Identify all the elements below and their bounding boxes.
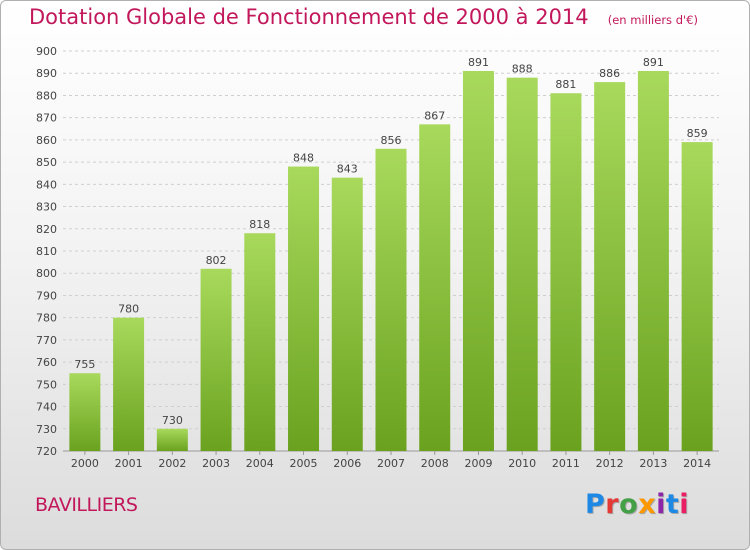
bar [637, 71, 669, 451]
y-axis-ticks: 720 730 740 750 760 770 780 790 800 810 820 830 840 8… [36, 45, 57, 458]
bars [69, 71, 713, 452]
municipality-name: BAVILLIERS [35, 494, 138, 516]
data-label: 730 [162, 414, 183, 427]
y-tick-label: 890 [36, 67, 57, 80]
x-tick-label: 2009 [464, 457, 492, 470]
bar [69, 373, 101, 451]
y-tick-label: 720 [36, 445, 57, 458]
y-tick-label: 820 [36, 223, 57, 236]
data-label: 881 [555, 78, 576, 91]
data-label: 848 [293, 152, 314, 165]
x-tick-label: 2003 [202, 457, 230, 470]
x-tick-label: 2014 [683, 457, 711, 470]
y-tick-label: 780 [36, 312, 57, 325]
data-label: 843 [337, 163, 358, 176]
proxiti-logo: Proxiti [585, 489, 690, 520]
data-label: 755 [74, 358, 95, 371]
y-tick-label: 860 [36, 134, 57, 147]
y-tick-label: 880 [36, 89, 57, 102]
x-tick-label: 2001 [115, 457, 143, 470]
data-label: 891 [643, 56, 664, 69]
bar [113, 317, 145, 451]
y-tick-label: 730 [36, 423, 57, 436]
data-label: 888 [512, 63, 533, 76]
y-tick-label: 770 [36, 334, 57, 347]
y-tick-label: 850 [36, 156, 57, 169]
data-label: 780 [118, 303, 139, 316]
x-tick-label: 2008 [421, 457, 449, 470]
data-label: 886 [599, 67, 620, 80]
bar [331, 177, 363, 451]
bar [462, 71, 494, 451]
y-tick-label: 810 [36, 245, 57, 258]
chart-subtitle: (en milliers d'€) [607, 13, 698, 27]
x-tick-label: 2000 [71, 457, 99, 470]
bar [288, 166, 320, 452]
y-tick-label: 830 [36, 201, 57, 214]
y-tick-label: 840 [36, 178, 57, 191]
y-tick-label: 750 [36, 378, 57, 391]
y-tick-label: 870 [36, 112, 57, 125]
bar [419, 124, 451, 451]
x-tick-label: 2006 [333, 457, 361, 470]
data-label: 856 [381, 134, 402, 147]
data-labels: 755 780 730 802 818 848 843 856 867 891 888 881 886 8… [74, 56, 707, 427]
x-tick-label: 2011 [552, 457, 580, 470]
chart-title: Dotation Globale de Fonctionnement de 20… [29, 5, 589, 29]
x-axis-ticks: 2000 2001 2002 2003 2004 2005 2006 2007 2008 2009… [71, 451, 711, 470]
y-tick-label: 800 [36, 267, 57, 280]
bar [506, 77, 538, 452]
data-label: 891 [468, 56, 489, 69]
data-label: 818 [249, 218, 270, 231]
x-tick-label: 2002 [158, 457, 186, 470]
data-label: 859 [687, 127, 708, 140]
data-label: 867 [424, 109, 445, 122]
x-tick-label: 2012 [596, 457, 624, 470]
title-row: Dotation Globale de Fonctionnement de 20… [29, 5, 698, 29]
y-tick-label: 790 [36, 289, 57, 302]
bar [244, 233, 276, 451]
x-tick-label: 2013 [639, 457, 667, 470]
x-tick-label: 2010 [508, 457, 536, 470]
y-tick-label: 760 [36, 356, 57, 369]
bar [681, 142, 713, 451]
bar [156, 428, 188, 451]
y-tick-label: 740 [36, 401, 57, 414]
x-tick-label: 2007 [377, 457, 405, 470]
bar [200, 268, 232, 451]
bar [594, 82, 626, 451]
bar [375, 148, 407, 451]
x-tick-label: 2005 [290, 457, 318, 470]
data-label: 802 [206, 254, 227, 267]
bar [550, 93, 582, 451]
x-tick-label: 2004 [246, 457, 274, 470]
y-tick-label: 900 [36, 45, 57, 58]
